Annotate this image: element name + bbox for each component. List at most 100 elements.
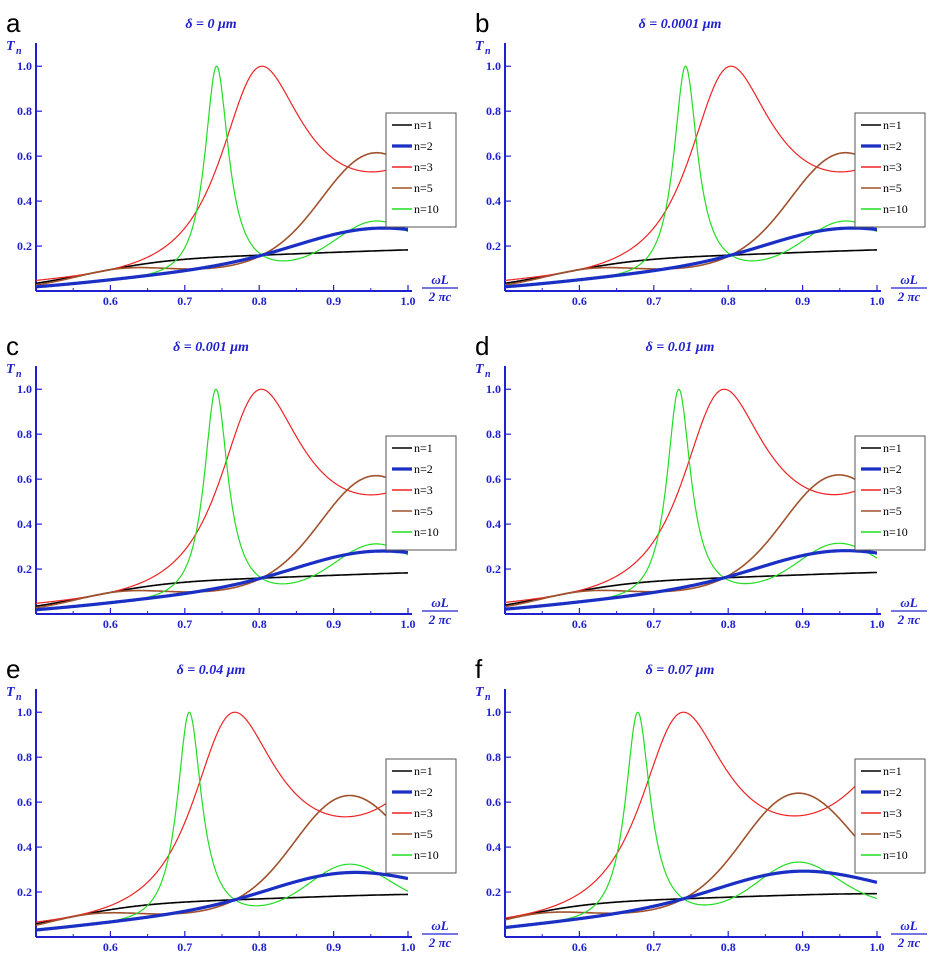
series-line-n1 [36,893,408,925]
legend-entry: n=5 [883,504,902,518]
x-axis-label-num: ωL [900,918,917,933]
legend-entry: n=1 [883,118,902,132]
legend-entry: n=1 [414,764,433,778]
y-axis-label: T [475,362,485,377]
y-tick-label: 0.6 [17,149,32,163]
series-line-n5 [505,151,877,286]
x-tick-label: 1.0 [870,940,885,954]
series-line-n2 [36,226,408,289]
legend-entry: n=5 [883,181,902,195]
series-line-n3 [505,388,877,603]
legend-entry: n=2 [414,785,433,799]
x-tick-label: 1.0 [401,617,416,631]
x-axis-label-den: 2 πc [428,935,452,950]
panel-letter: b [475,8,489,38]
y-tick-label: 0.6 [486,795,501,809]
series-line-n10 [36,65,408,287]
y-tick-label: 0.4 [486,194,501,208]
x-tick-label: 0.8 [721,940,736,954]
series-line-n2 [505,549,877,611]
panel-title: δ = 0.01 μm [646,340,715,355]
legend-entry: n=2 [414,139,433,153]
legend-entry: n=3 [883,806,902,820]
legend-entry: n=5 [414,181,433,195]
panel-letter: e [6,654,20,684]
legend-entry: n=10 [883,525,908,539]
y-tick-label: 0.8 [17,750,32,764]
x-tick-label: 0.6 [572,940,587,954]
x-tick-label: 0.7 [646,617,661,631]
x-tick-label: 1.0 [870,617,885,631]
legend-entry: n=1 [414,441,433,455]
legend-entry: n=10 [883,202,908,216]
y-tick-label: 0.2 [486,885,501,899]
x-tick-label: 0.8 [721,617,736,631]
panel-title: δ = 0.001 μm [173,340,249,355]
legend-entry: n=3 [414,483,433,497]
legend-box [385,435,457,551]
x-tick-label: 0.6 [572,294,587,308]
y-axis-label-sub: n [485,46,491,57]
y-axis-label: T [6,685,16,700]
x-tick-label: 0.8 [721,294,736,308]
y-axis-label-sub: n [485,692,491,703]
legend-entry: n=10 [414,202,439,216]
y-axis-label-sub: n [485,369,491,380]
y-tick-label: 0.2 [486,239,501,253]
x-axis-label-num: ωL [431,272,448,287]
y-axis-label: T [6,39,16,54]
legend-entry: n=2 [883,785,902,799]
x-tick-label: 0.9 [326,940,341,954]
legend-box [385,758,457,874]
panel-letter: c [6,331,19,361]
panel-title: δ = 0.04 μm [177,663,246,678]
x-tick-label: 0.7 [177,294,192,308]
x-tick-label: 0.7 [177,617,192,631]
x-tick-label: 0.6 [103,617,118,631]
x-tick-label: 0.6 [103,940,118,954]
legend-entry: n=3 [883,160,902,174]
series-line-n3 [36,711,408,923]
panel-letter: a [6,8,21,38]
legend-entry: n=3 [883,483,902,497]
x-axis-label-den: 2 πc [428,612,452,627]
y-axis-label: T [475,39,485,54]
legend-box [385,112,457,228]
y-tick-label: 0.4 [17,840,32,854]
x-axis-label-den: 2 πc [428,289,452,304]
x-tick-label: 0.7 [646,294,661,308]
series-line-n5 [505,474,877,608]
y-tick-label: 1.0 [17,382,32,396]
legend-entry: n=1 [883,764,902,778]
y-tick-label: 1.0 [486,705,501,719]
y-tick-label: 1.0 [486,59,501,73]
series-line-n10 [505,388,877,610]
legend-entry: n=10 [414,525,439,539]
series-line-n3 [505,65,877,281]
y-tick-label: 1.0 [17,705,32,719]
series-line-n2 [36,549,408,612]
x-axis-label-num: ωL [900,272,917,287]
legend-entry: n=5 [883,827,902,841]
y-axis-label-sub: n [16,692,22,703]
legend-entry: n=5 [414,827,433,841]
y-tick-label: 0.6 [17,472,32,486]
panel-letter: d [475,331,489,361]
series-line-n3 [505,711,877,919]
legend-entry: n=10 [883,848,908,862]
series-line-n2 [505,226,877,289]
x-axis-label-num: ωL [900,595,917,610]
x-tick-label: 1.0 [401,294,416,308]
legend-box [854,758,926,874]
x-tick-label: 1.0 [401,940,416,954]
series-line-n10 [36,711,408,931]
series-line-n5 [505,792,877,921]
x-tick-label: 0.8 [252,940,267,954]
y-axis-label: T [6,362,16,377]
x-axis-label-den: 2 πc [897,612,921,627]
panel-letter: f [475,654,483,684]
x-axis-label-num: ωL [431,918,448,933]
series-line-n5 [36,151,408,286]
series-line-n2 [36,870,408,932]
x-tick-label: 0.9 [795,294,810,308]
